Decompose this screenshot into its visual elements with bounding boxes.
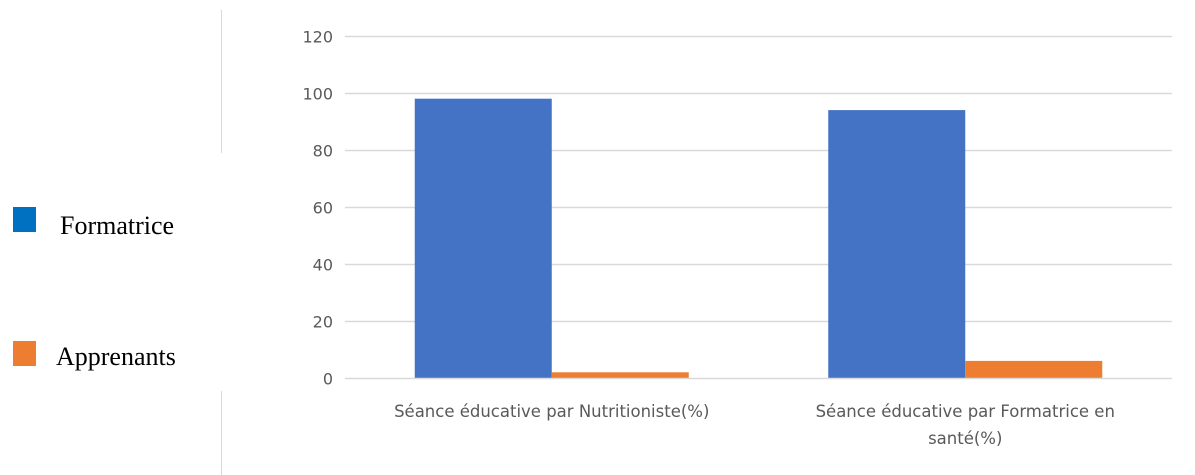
y-axis-tick-labels: 0 20 40 60 80 100 120 bbox=[302, 28, 333, 389]
x-category-label: Séance éducative par Nutritioniste(%) bbox=[394, 402, 709, 421]
y-tick-label: 0 bbox=[323, 370, 333, 389]
legend-label-formatrice: Formatrice bbox=[60, 211, 174, 240]
y-tick-label: 100 bbox=[302, 85, 333, 104]
bar-apprenants-1 bbox=[551, 372, 689, 378]
bar-formatrice-1 bbox=[414, 98, 552, 378]
y-tick-label: 20 bbox=[313, 313, 333, 332]
bars bbox=[414, 98, 1103, 378]
y-tick-label: 120 bbox=[302, 28, 333, 47]
x-category-label: santé(%) bbox=[928, 429, 1002, 448]
legend-label-apprenants: Apprenants bbox=[56, 342, 176, 371]
y-tick-label: 60 bbox=[313, 199, 333, 218]
x-axis: Séance éducative par Nutritioniste(%) Séa… bbox=[345, 377, 1172, 448]
y-tick-label: 40 bbox=[313, 256, 333, 275]
bar-formatrice-2 bbox=[828, 110, 966, 378]
legend: Formatrice Apprenants bbox=[13, 207, 176, 371]
bar-apprenants-2 bbox=[965, 360, 1103, 378]
y-tick-label: 80 bbox=[313, 142, 333, 161]
legend-swatch-formatrice bbox=[13, 207, 36, 232]
x-category-label: Séance éducative par Formatrice en bbox=[816, 402, 1115, 421]
legend-swatch-apprenants bbox=[13, 341, 36, 366]
